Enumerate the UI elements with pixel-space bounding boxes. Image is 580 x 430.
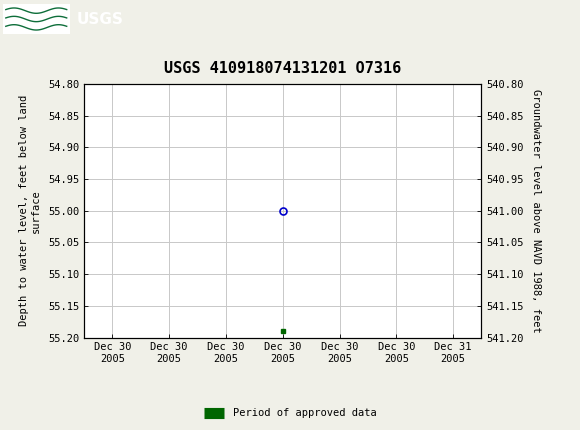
Text: USGS: USGS	[77, 12, 124, 27]
Y-axis label: Depth to water level, feet below land
surface: Depth to water level, feet below land su…	[20, 95, 41, 326]
Legend: Period of approved data: Period of approved data	[200, 404, 380, 423]
Y-axis label: Groundwater level above NAVD 1988, feet: Groundwater level above NAVD 1988, feet	[531, 89, 541, 332]
FancyBboxPatch shape	[3, 4, 70, 34]
Title: USGS 410918074131201 O7316: USGS 410918074131201 O7316	[164, 61, 401, 76]
